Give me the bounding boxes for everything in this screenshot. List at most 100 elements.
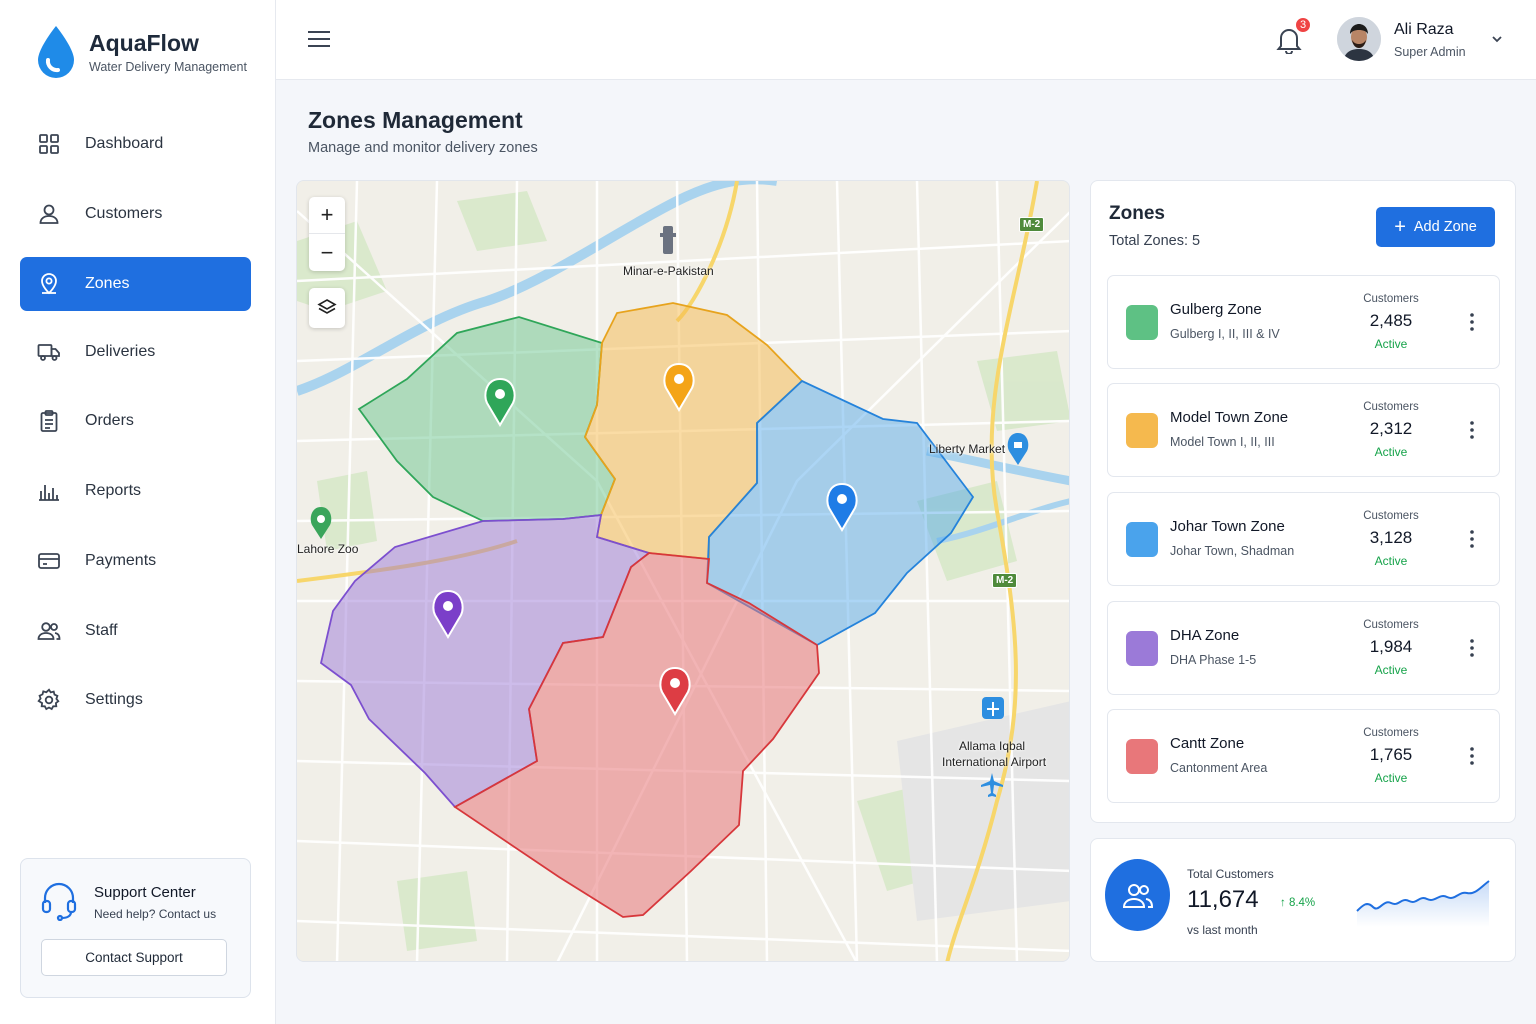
zone-areas: Cantonment Area xyxy=(1170,761,1268,775)
zone-customers-count: 1,984 xyxy=(1369,637,1413,656)
menu-icon[interactable] xyxy=(308,30,330,48)
support-title: Support Center xyxy=(94,884,196,901)
nav-item-payments[interactable]: Payments xyxy=(20,534,251,588)
zone-customers-label: Customers xyxy=(1363,401,1419,413)
gulberg-pin-icon xyxy=(484,377,516,427)
page-title: Zones Management xyxy=(308,107,523,133)
total-customers-card: Total Customers 11,674 ↑ 8.4% vs last mo… xyxy=(1090,838,1516,962)
nav-label: Staff xyxy=(85,622,118,639)
credit-card-icon xyxy=(37,549,61,573)
topbar: 3 Ali Raza Super Admin xyxy=(276,0,1536,80)
support-subtitle: Need help? Contact us xyxy=(94,907,217,921)
total-customers-value: 11,674 xyxy=(1187,886,1259,913)
app-tagline: Water Delivery Management xyxy=(89,60,247,74)
zone-customers-count: 3,128 xyxy=(1369,528,1413,547)
highway-shield: M-2 xyxy=(1019,217,1045,232)
more-vertical-icon[interactable] xyxy=(1468,420,1476,440)
contact-support-button[interactable]: Contact Support xyxy=(41,939,227,976)
nav-item-dashboard[interactable]: Dashboard xyxy=(20,117,251,171)
add-zone-button[interactable]: + Add Zone xyxy=(1376,207,1495,247)
zone-customers-label: Customers xyxy=(1363,727,1419,739)
sparkline-chart xyxy=(1356,880,1490,927)
more-vertical-icon[interactable] xyxy=(1468,746,1476,766)
users-icon xyxy=(1122,884,1153,908)
zone-areas: Johar Town, Shadman xyxy=(1170,544,1295,558)
nav-item-deliveries[interactable]: Deliveries xyxy=(20,325,251,379)
zoom-controls: + − xyxy=(309,197,345,271)
map-pin-icon xyxy=(37,272,61,296)
layers-icon xyxy=(317,299,337,314)
zone-status: Active xyxy=(1374,445,1408,459)
zone-areas: Gulberg I, II, III & IV xyxy=(1170,327,1280,341)
nav-label: Settings xyxy=(85,691,143,708)
poi-label-airport-line1: Allama Iqbal xyxy=(959,739,1026,753)
poi-label-airport-line2: International Airport xyxy=(942,755,1047,769)
brand[interactable]: AquaFlow Water Delivery Management xyxy=(34,24,247,80)
zone-name: Model Town Zone xyxy=(1170,409,1289,426)
zoom-in-button[interactable]: + xyxy=(309,197,345,234)
support-card: Support Center Need help? Contact us Con… xyxy=(20,858,251,998)
zone-color-swatch xyxy=(1126,739,1158,774)
truck-icon xyxy=(37,340,61,364)
more-vertical-icon[interactable] xyxy=(1468,529,1476,549)
nav-label: Payments xyxy=(85,552,157,569)
zone-card[interactable]: Gulberg Zone Gulberg I, II, III & IV Custo… xyxy=(1107,275,1500,369)
app-name: AquaFlow xyxy=(89,30,199,56)
zone-status: Active xyxy=(1374,663,1408,677)
zone-color-swatch xyxy=(1126,305,1158,340)
zone-color-swatch xyxy=(1126,631,1158,666)
nav-label: Deliveries xyxy=(85,343,156,360)
nav-item-orders[interactable]: Orders xyxy=(20,394,251,448)
nav-item-customers[interactable]: Customers xyxy=(20,187,251,241)
zones-title: Zones xyxy=(1109,203,1165,224)
zone-card[interactable]: DHA Zone DHA Phase 1-5 Customers 1,984 Activ… xyxy=(1107,601,1500,695)
zone-areas: DHA Phase 1-5 xyxy=(1170,653,1257,667)
bell-icon[interactable] xyxy=(1276,26,1302,54)
more-vertical-icon[interactable] xyxy=(1468,312,1476,332)
more-vertical-icon[interactable] xyxy=(1468,638,1476,658)
users-icon xyxy=(37,619,61,643)
headset-icon xyxy=(41,882,77,921)
zone-customers-label: Customers xyxy=(1363,619,1419,631)
nav-label: Reports xyxy=(85,482,142,499)
zoo-marker-icon xyxy=(310,507,332,539)
zones-total: Total Zones: 5 xyxy=(1109,233,1201,249)
zone-card[interactable]: Model Town Zone Model Town I, II, III Cust… xyxy=(1107,383,1500,477)
zoom-out-button[interactable]: − xyxy=(320,239,334,265)
zones-map[interactable]: + − Minar-e-Pakistan Lahore Zoo Liberty … xyxy=(296,180,1070,962)
airport-marker-icon xyxy=(982,697,1004,719)
poi-label-minar: Minar-e-Pakistan xyxy=(623,264,714,278)
sidebar: AquaFlow Water Delivery Management Dashb… xyxy=(0,0,276,1024)
cantt-zone-polygon[interactable] xyxy=(453,552,820,918)
zone-customers-label: Customers xyxy=(1363,510,1419,522)
zones-panel: Zones Total Zones: 5 + Add Zone Gulberg … xyxy=(1090,180,1516,823)
page-subtitle: Manage and monitor delivery zones xyxy=(308,140,538,156)
zone-customers-label: Customers xyxy=(1363,293,1419,305)
layers-button[interactable] xyxy=(309,288,345,328)
nav-item-settings[interactable]: Settings xyxy=(20,673,251,727)
monument-icon xyxy=(660,226,676,254)
avatar[interactable] xyxy=(1337,17,1381,61)
nav-item-zones[interactable]: Zones xyxy=(20,257,251,311)
nav-label: Customers xyxy=(85,205,163,222)
zone-card[interactable]: Johar Town Zone Johar Town, Shadman Custom… xyxy=(1107,492,1500,586)
user-icon xyxy=(37,202,61,226)
dha-pin-icon xyxy=(432,589,464,639)
nav-label: Dashboard xyxy=(85,135,164,152)
zone-customers-count: 1,765 xyxy=(1369,745,1413,764)
poi-label-zoo: Lahore Zoo xyxy=(297,542,359,556)
model-town-pin-icon xyxy=(663,362,695,412)
nav-item-reports[interactable]: Reports xyxy=(20,464,251,518)
zone-status: Active xyxy=(1374,554,1408,568)
add-zone-label: Add Zone xyxy=(1413,219,1477,235)
user-name: Ali Raza xyxy=(1394,21,1454,38)
zone-card[interactable]: Cantt Zone Cantonment Area Customers 1,765 A… xyxy=(1107,709,1500,803)
zone-name: Gulberg Zone xyxy=(1170,301,1262,318)
chevron-down-icon[interactable] xyxy=(1490,32,1504,46)
map-canvas[interactable] xyxy=(297,181,1070,962)
nav-item-staff[interactable]: Staff xyxy=(20,604,251,658)
notification-badge: 3 xyxy=(1294,16,1312,34)
zone-status: Active xyxy=(1374,771,1408,785)
zone-customers-count: 2,312 xyxy=(1369,419,1413,438)
johar-town-pin-icon xyxy=(826,482,858,532)
